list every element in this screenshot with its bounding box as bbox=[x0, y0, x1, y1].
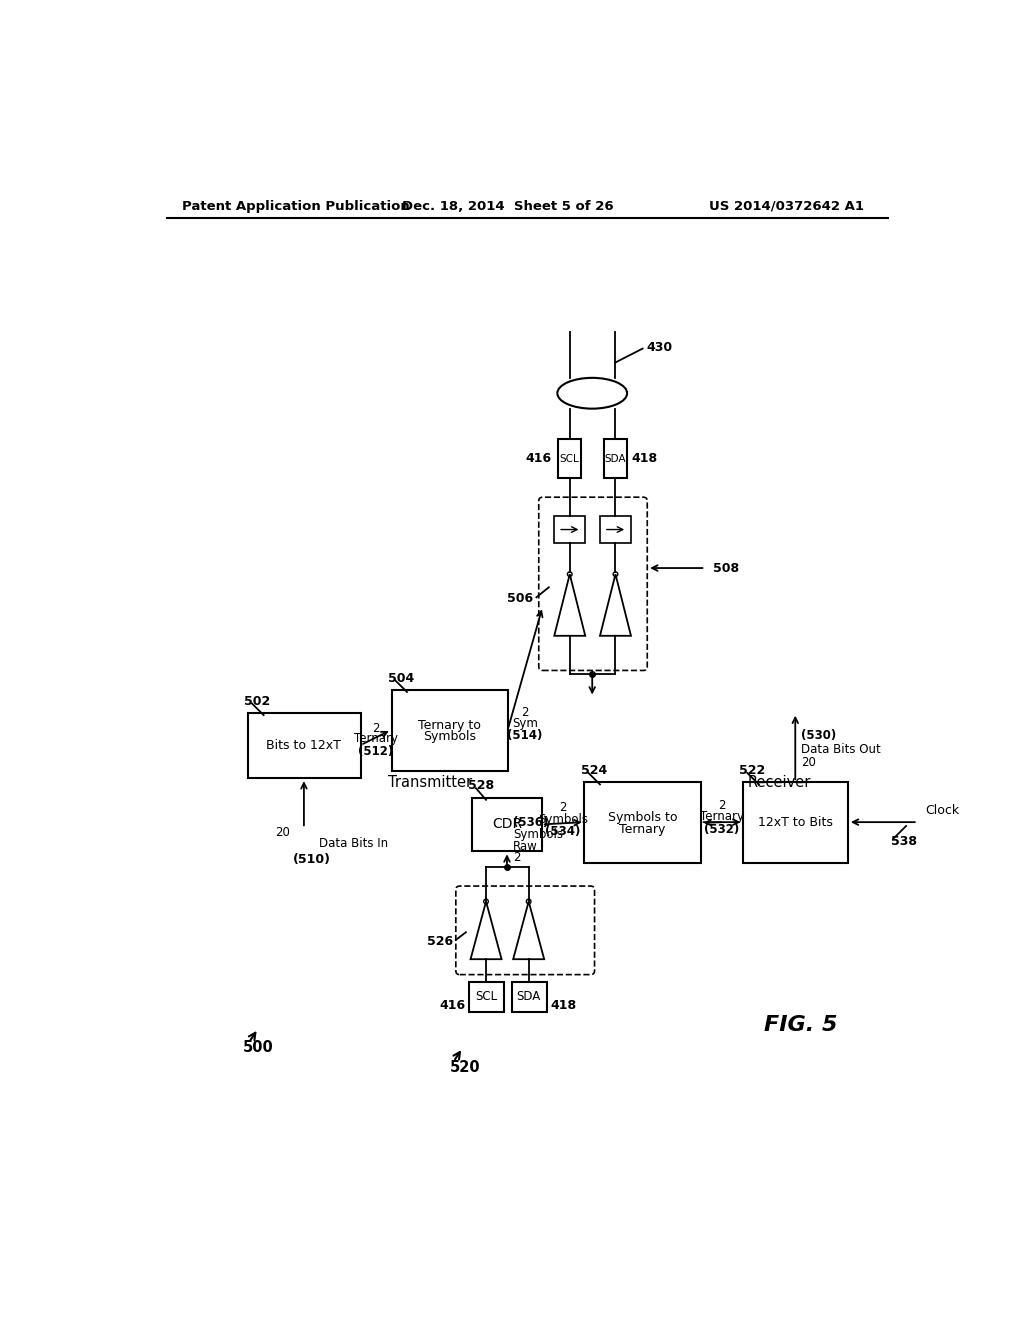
Text: (510): (510) bbox=[293, 853, 331, 866]
Text: 500: 500 bbox=[243, 1040, 273, 1055]
Text: 12xT to Bits: 12xT to Bits bbox=[758, 816, 833, 829]
Text: 20: 20 bbox=[275, 825, 290, 838]
Text: 416: 416 bbox=[439, 999, 465, 1012]
Text: 2: 2 bbox=[718, 799, 725, 812]
Text: CDR: CDR bbox=[492, 817, 522, 832]
Bar bbox=[604, 440, 627, 478]
FancyBboxPatch shape bbox=[539, 498, 647, 671]
Text: Ternary: Ternary bbox=[620, 822, 666, 836]
Text: Patent Application Publication: Patent Application Publication bbox=[182, 199, 410, 213]
Bar bbox=[558, 440, 582, 478]
Text: 418: 418 bbox=[631, 453, 657, 465]
Text: Symbols: Symbols bbox=[538, 813, 588, 825]
Text: FIG. 5: FIG. 5 bbox=[764, 1015, 837, 1035]
Text: Symbols to: Symbols to bbox=[608, 810, 677, 824]
Text: US 2014/0372642 A1: US 2014/0372642 A1 bbox=[710, 199, 864, 213]
Text: 416: 416 bbox=[525, 453, 552, 465]
Text: 508: 508 bbox=[713, 561, 739, 574]
Text: 506: 506 bbox=[507, 593, 534, 606]
Text: 522: 522 bbox=[739, 764, 766, 777]
Text: Ternary: Ternary bbox=[354, 733, 398, 746]
Bar bbox=[600, 516, 631, 544]
Text: Dec. 18, 2014  Sheet 5 of 26: Dec. 18, 2014 Sheet 5 of 26 bbox=[402, 199, 613, 213]
Text: 502: 502 bbox=[245, 694, 270, 708]
Text: 2: 2 bbox=[513, 851, 520, 865]
Text: (530): (530) bbox=[802, 730, 837, 742]
Text: Clock: Clock bbox=[926, 804, 959, 817]
Text: Data Bits In: Data Bits In bbox=[319, 837, 388, 850]
Text: 524: 524 bbox=[581, 764, 607, 777]
Bar bbox=[248, 713, 360, 779]
Text: SDA: SDA bbox=[516, 990, 541, 1003]
Bar bbox=[743, 781, 848, 863]
Text: 504: 504 bbox=[388, 672, 414, 685]
FancyBboxPatch shape bbox=[456, 886, 595, 974]
Text: Transmitter: Transmitter bbox=[388, 775, 472, 789]
Text: SCL: SCL bbox=[475, 990, 497, 1003]
Text: 526: 526 bbox=[427, 935, 454, 948]
Text: (534): (534) bbox=[545, 825, 581, 838]
Bar bbox=[391, 689, 508, 771]
Bar bbox=[469, 982, 504, 1011]
Text: 2: 2 bbox=[521, 706, 528, 719]
Bar bbox=[585, 781, 700, 863]
Text: (532): (532) bbox=[705, 822, 739, 836]
Text: 2: 2 bbox=[373, 722, 380, 735]
Text: 430: 430 bbox=[646, 341, 673, 354]
Text: Ternary to: Ternary to bbox=[418, 718, 481, 731]
Text: (536): (536) bbox=[513, 816, 549, 829]
Bar bbox=[472, 797, 542, 851]
Text: 418: 418 bbox=[550, 999, 577, 1012]
Text: Bits to 12xT: Bits to 12xT bbox=[266, 739, 341, 751]
Text: Receiver: Receiver bbox=[748, 775, 811, 789]
Text: 520: 520 bbox=[450, 1060, 480, 1074]
Text: (514): (514) bbox=[507, 730, 543, 742]
Text: Ternary: Ternary bbox=[699, 810, 743, 824]
Text: Symbols: Symbols bbox=[513, 828, 563, 841]
Text: Sym: Sym bbox=[512, 717, 538, 730]
Bar bbox=[554, 516, 586, 544]
Text: 2: 2 bbox=[559, 801, 566, 814]
Text: 538: 538 bbox=[891, 834, 916, 847]
Text: SDA: SDA bbox=[604, 454, 627, 463]
Bar bbox=[512, 982, 547, 1011]
Text: Raw: Raw bbox=[513, 840, 538, 853]
Text: 528: 528 bbox=[468, 779, 495, 792]
Text: 20: 20 bbox=[802, 756, 816, 770]
Text: SCL: SCL bbox=[560, 454, 580, 463]
Text: Data Bits Out: Data Bits Out bbox=[802, 743, 882, 756]
Text: (512): (512) bbox=[358, 744, 393, 758]
Text: Symbols: Symbols bbox=[423, 730, 476, 743]
